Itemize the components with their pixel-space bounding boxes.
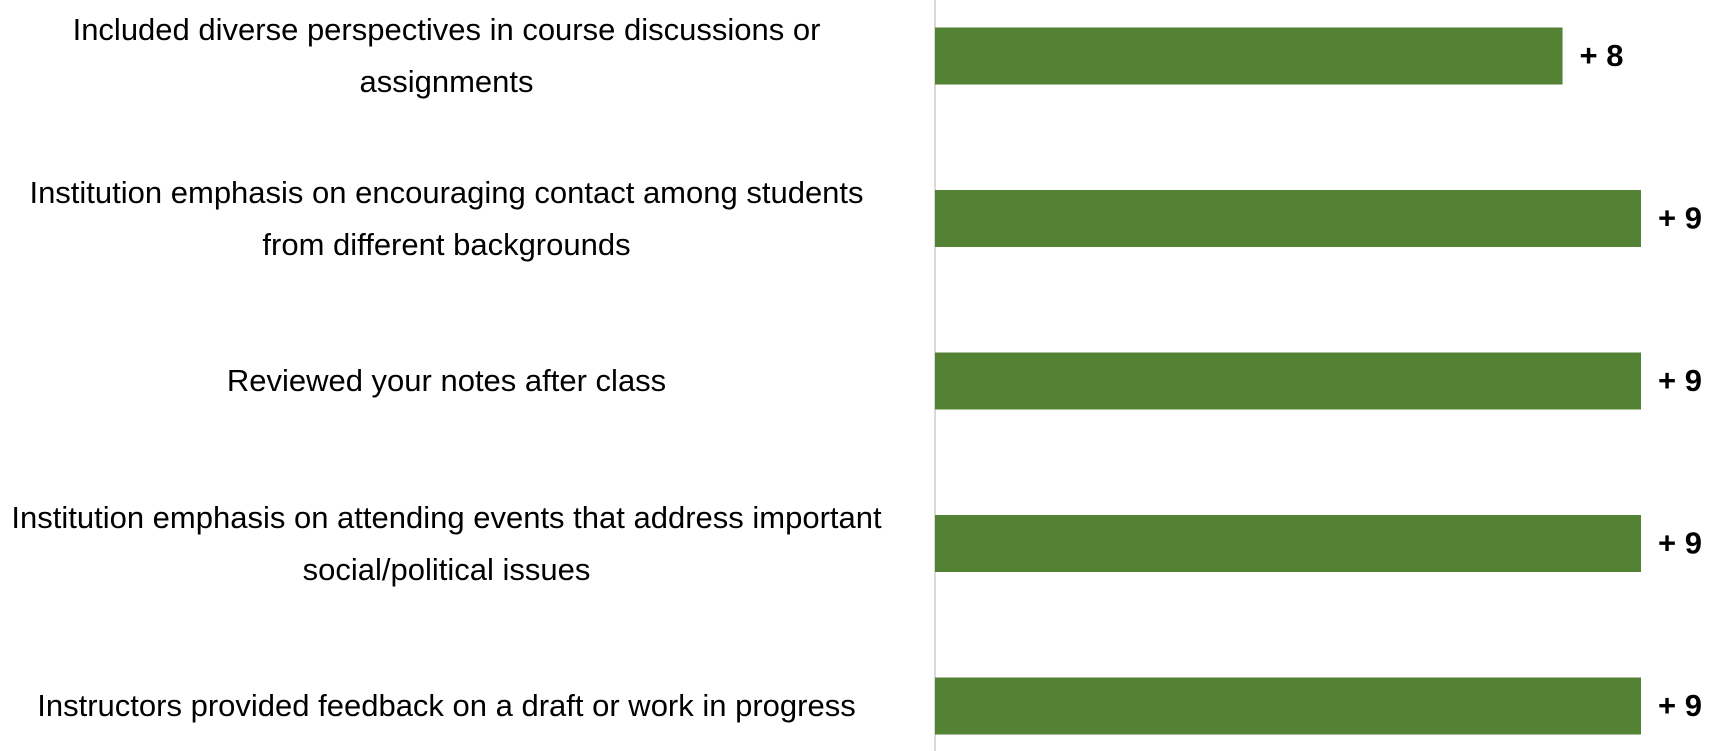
- bar: [935, 190, 1641, 247]
- value-label: + 9: [1658, 363, 1702, 398]
- category-label: Reviewed your notes after class: [226, 363, 667, 398]
- value-label: + 9: [1658, 688, 1702, 723]
- bar: [935, 677, 1641, 735]
- category-label: Institution emphasis on encouraging cont…: [29, 174, 864, 262]
- category-label: Instructors provided feedback on a draft…: [37, 688, 856, 723]
- category-label: Included diverse perspectives in course …: [72, 12, 821, 99]
- bar: [935, 27, 1563, 85]
- value-label: + 9: [1658, 526, 1702, 561]
- bar: [935, 515, 1641, 572]
- bar: [935, 352, 1641, 410]
- category-label: Institution emphasis on attending events…: [11, 499, 882, 587]
- value-label: + 9: [1658, 201, 1702, 236]
- value-label: + 8: [1580, 38, 1624, 73]
